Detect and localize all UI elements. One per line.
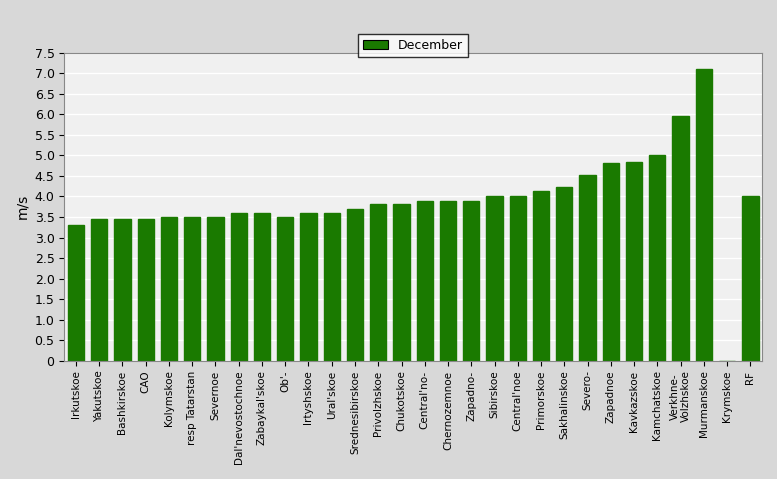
Bar (91, 219, 107, 361)
Bar (370, 204, 386, 361)
Bar (301, 213, 316, 361)
Bar (231, 213, 247, 361)
Bar (510, 195, 526, 361)
Bar (580, 175, 596, 361)
Bar (277, 217, 294, 361)
Bar (486, 195, 503, 361)
Bar (114, 219, 131, 361)
Bar (440, 201, 456, 361)
Bar (672, 116, 688, 361)
Bar (184, 217, 200, 361)
Bar (650, 155, 665, 361)
Legend: December: December (358, 34, 468, 57)
Bar (254, 213, 270, 361)
Bar (207, 217, 224, 361)
Bar (347, 209, 363, 361)
Bar (161, 217, 177, 361)
Bar (463, 201, 479, 361)
Bar (556, 187, 573, 361)
Bar (138, 219, 154, 361)
Bar (393, 204, 409, 361)
Bar (416, 201, 433, 361)
Bar (626, 161, 643, 361)
Bar (742, 195, 758, 361)
Bar (68, 225, 84, 361)
Bar (533, 192, 549, 361)
Bar (695, 69, 712, 361)
Bar (323, 213, 340, 361)
Bar (603, 163, 619, 361)
Y-axis label: m/s: m/s (15, 194, 29, 219)
